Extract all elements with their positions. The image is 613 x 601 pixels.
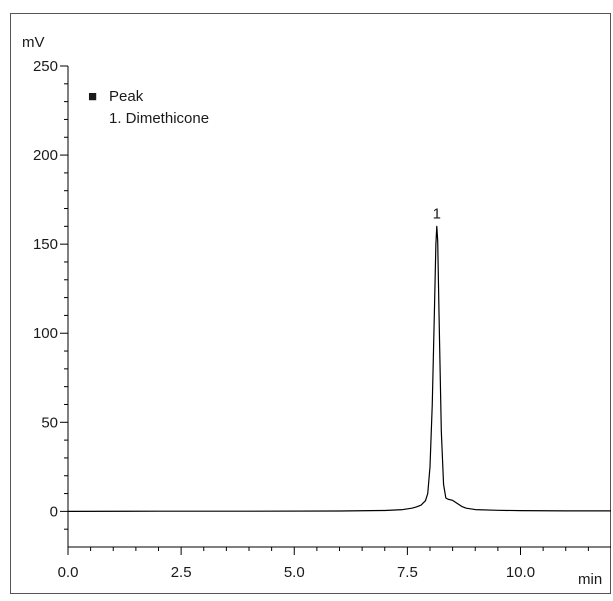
x-tick-label: 7.5 <box>397 564 418 581</box>
x-tick-label: 2.5 <box>171 564 192 581</box>
plot-series <box>67 225 611 512</box>
x-tick-label: 0.0 <box>58 564 79 581</box>
legend-entry: 1. Dimethicone <box>109 110 209 127</box>
x-tick-label: 10.0 <box>506 564 535 581</box>
y-tick-label: 150 <box>33 236 58 253</box>
outer-frame <box>10 13 611 594</box>
y-axis-unit-label: mV <box>22 34 45 51</box>
axes: 0 50 100 150 200 250 0.0 2.5 5.0 7.5 10.0 <box>33 58 611 581</box>
y-tick-label: 0 <box>50 503 58 520</box>
y-tick-label: 200 <box>33 147 58 164</box>
y-tick-label: 100 <box>33 325 58 342</box>
legend: ■ Peak 1. Dimethicone <box>88 88 209 127</box>
chromatogram-trace <box>67 225 611 512</box>
legend-title: Peak <box>109 88 144 105</box>
x-tick-label: 5.0 <box>284 564 305 581</box>
annotations: 1 <box>433 205 441 222</box>
x-axis-unit-label: min <box>578 571 602 588</box>
y-tick-label: 50 <box>41 414 58 431</box>
legend-marker-icon: ■ <box>88 88 97 105</box>
peak-label: 1 <box>433 205 441 222</box>
y-tick-label: 250 <box>33 58 58 75</box>
